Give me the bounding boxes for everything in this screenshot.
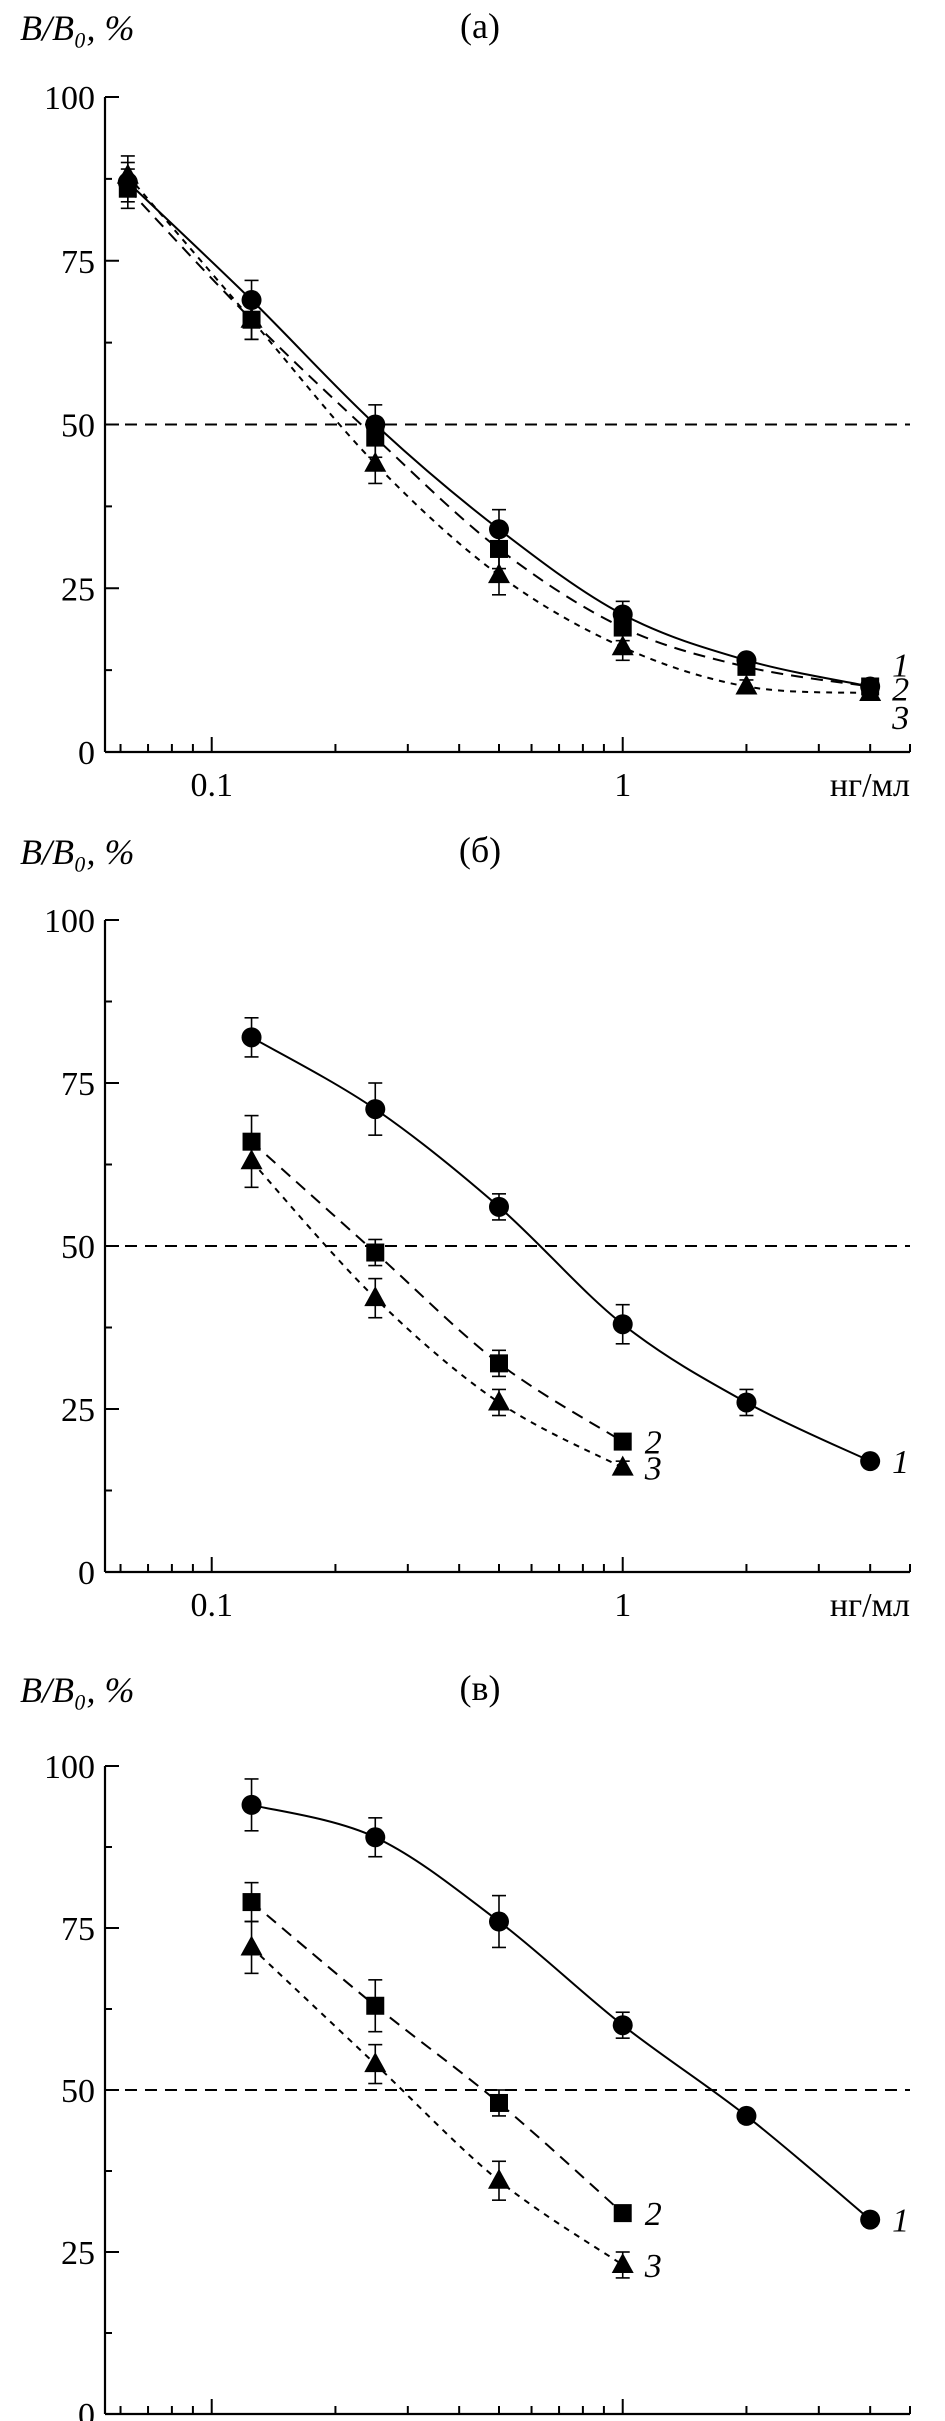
data-point-triangle — [611, 635, 634, 656]
series-3: 3 — [240, 1134, 662, 1488]
y-tick-label: 50 — [61, 408, 95, 445]
data-point-square — [366, 1996, 385, 2015]
data-point-circle — [736, 2105, 757, 2126]
x-tick-label: 1 — [614, 767, 631, 804]
series-label: 2 — [645, 1425, 662, 1462]
series-line — [127, 188, 871, 688]
data-point-triangle — [735, 674, 758, 695]
data-point-triangle — [487, 1390, 510, 1411]
series-label: 1 — [892, 648, 909, 685]
data-point-square — [366, 428, 385, 447]
y-tick-label: 0 — [78, 1555, 95, 1592]
chart-panel-1: (б) B/B₀, % 0 25 50 75 100 0.1 1 нг/мл 1 23 — [20, 830, 911, 1624]
data-point-triangle — [611, 1455, 634, 1476]
data-point-triangle — [364, 1286, 387, 1307]
data-point-triangle — [240, 307, 263, 328]
data-point-square — [366, 1243, 385, 1262]
panel-title: (а) — [460, 6, 500, 46]
y-tick-label: 100 — [44, 903, 95, 940]
data-point-square — [613, 2204, 632, 2223]
data-point-circle — [365, 1827, 386, 1848]
series-3: 3 — [240, 1920, 662, 2285]
series-line — [251, 1036, 871, 1463]
series-label: 3 — [644, 1451, 662, 1488]
data-point-square — [613, 1432, 632, 1451]
y-tick-label: 50 — [61, 2073, 95, 2110]
data-point-triangle — [487, 563, 510, 584]
y-axis-label: B/B₀, % — [20, 8, 135, 48]
data-point-triangle — [364, 451, 387, 472]
panel-title: (б) — [459, 830, 501, 870]
y-tick-label: 25 — [61, 2235, 95, 2272]
x-axis-label: нг/мл — [830, 1587, 910, 1624]
data-point-circle — [241, 1027, 262, 1048]
x-tick-label: 0.1 — [190, 767, 233, 804]
data-point-circle — [612, 1314, 633, 1335]
data-point-triangle — [240, 1149, 263, 1170]
y-tick-label: 100 — [44, 1749, 95, 1786]
series-1: 1 — [241, 1016, 909, 1481]
data-point-square — [489, 2093, 508, 2112]
data-point-square — [737, 657, 756, 676]
data-point-circle — [736, 1392, 757, 1413]
data-point-circle — [365, 1099, 386, 1120]
data-point-circle — [488, 1911, 509, 1932]
series-label: 1 — [892, 1444, 909, 1481]
y-axis-label: B/B₀, % — [20, 1670, 135, 1710]
series-line — [127, 181, 871, 688]
x-axis-label: нг/мл — [830, 767, 910, 804]
data-point-triangle — [240, 1935, 263, 1956]
series-2: 2 — [242, 1881, 662, 2233]
y-tick-label: 50 — [61, 1229, 95, 1266]
y-tick-label: 0 — [78, 2397, 95, 2421]
x-tick-label: 0.1 — [190, 1587, 233, 1624]
y-tick-label: 0 — [78, 735, 95, 772]
y-tick-label: 75 — [61, 1066, 95, 1103]
data-point-square — [242, 1893, 261, 1912]
series-label: 2 — [645, 2196, 662, 2233]
data-point-circle — [241, 1794, 262, 1815]
series-label: 2 — [892, 672, 909, 709]
y-tick-label: 75 — [61, 1911, 95, 1948]
series-label: 1 — [892, 2203, 909, 2240]
data-point-triangle — [487, 2168, 510, 2189]
panel-title: (в) — [460, 1668, 501, 1708]
data-point-triangle — [116, 163, 139, 184]
y-axis-label: B/B₀, % — [20, 832, 135, 872]
data-point-circle — [860, 2209, 881, 2230]
data-point-square — [489, 1354, 508, 1373]
data-point-triangle — [859, 681, 882, 702]
series-line — [127, 174, 871, 695]
data-point-triangle — [611, 2252, 634, 2273]
series-line — [250, 1140, 624, 1443]
data-point-circle — [860, 1451, 881, 1472]
data-point-circle — [488, 1196, 509, 1217]
series-2: 2 — [118, 168, 909, 709]
data-point-circle — [612, 2015, 633, 2036]
y-tick-label: 75 — [61, 244, 95, 281]
series-line — [250, 1946, 624, 2266]
series-label: 3 — [891, 700, 909, 737]
x-tick-label: 1 — [614, 1587, 631, 1624]
y-tick-label: 100 — [44, 80, 95, 117]
series-1: 1 — [241, 1778, 909, 2240]
y-tick-label: 25 — [61, 1392, 95, 1429]
series-3: 3 — [116, 155, 909, 737]
y-tick-label: 25 — [61, 571, 95, 608]
data-point-square — [489, 539, 508, 558]
data-point-triangle — [364, 2052, 387, 2073]
series-line — [250, 1901, 624, 2214]
series-1: 1 — [117, 161, 909, 697]
series-line — [250, 1160, 624, 1469]
data-point-square — [613, 618, 632, 637]
series-label: 3 — [644, 2248, 662, 2285]
